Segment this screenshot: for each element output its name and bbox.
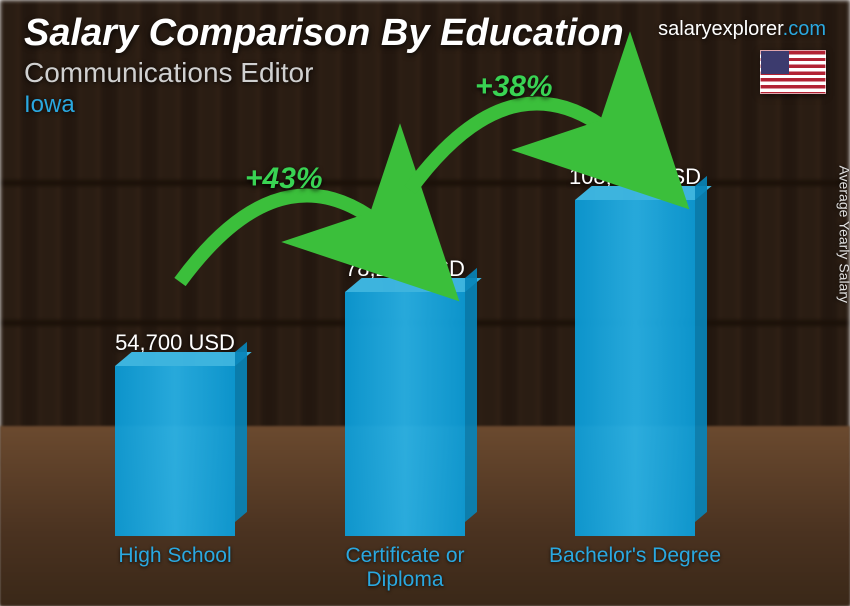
bar-side-face [465,268,477,522]
salary-bar-chart: 54,700 USD High School 78,200 USD Certif… [70,116,750,536]
bar-side-face [695,176,707,522]
bar-bachelors: 108,000 USD Bachelor's Degree [560,164,710,536]
location-label: Iowa [24,91,826,119]
bar-shape [575,200,695,536]
bar-side-face [235,342,247,522]
brand-logo: salaryexplorer.com [658,18,826,41]
percent-increase: +43% [245,162,323,196]
percent-increase: +38% [475,70,553,104]
bar-shape [345,292,465,536]
bar-front-face [115,366,235,536]
bar-front-face [575,200,695,536]
brand-name: salaryexplorer [658,18,783,40]
flag-icon [760,50,826,94]
bar-top-face [575,186,712,200]
bar-front-face [345,292,465,536]
brand-suffix: .com [783,18,826,40]
y-axis-label: Average Yearly Salary [836,166,850,304]
bar-certificate: 78,200 USD Certificate or Diploma [330,256,480,536]
bar-label: High School [85,544,265,568]
bar-high-school: 54,700 USD High School [100,330,250,536]
bar-label: Certificate or Diploma [315,544,495,592]
bar-top-face [345,278,482,292]
job-title: Communications Editor [24,57,826,89]
bar-top-face [115,352,252,366]
bar-label: Bachelor's Degree [545,544,725,568]
bar-shape [115,366,235,536]
